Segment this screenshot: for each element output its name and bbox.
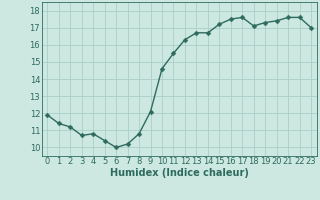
X-axis label: Humidex (Indice chaleur): Humidex (Indice chaleur): [110, 168, 249, 178]
